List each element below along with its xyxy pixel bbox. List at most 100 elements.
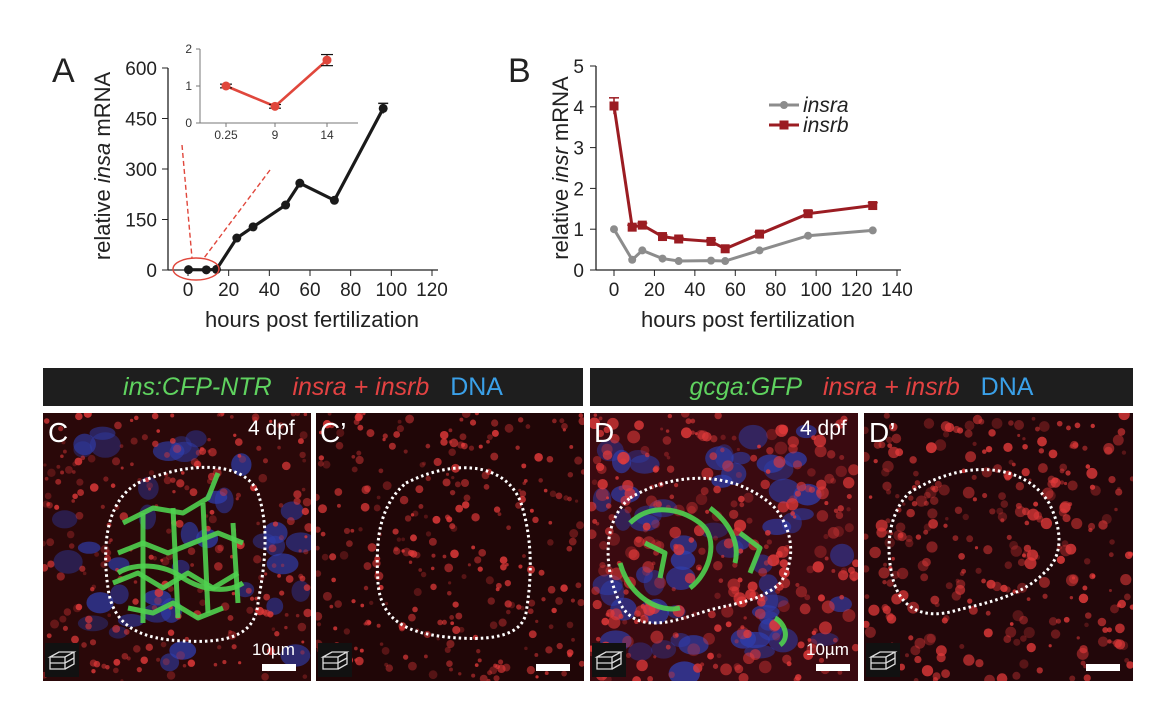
red-signal bbox=[816, 489, 821, 494]
red-signal bbox=[1028, 478, 1032, 482]
nucleus bbox=[110, 584, 129, 605]
red-signal bbox=[914, 655, 922, 664]
red-signal bbox=[71, 635, 79, 644]
red-signal bbox=[170, 477, 176, 483]
red-signal bbox=[1097, 617, 1107, 627]
red-signal bbox=[107, 613, 111, 618]
nucleus bbox=[160, 653, 180, 672]
red-signal bbox=[758, 567, 768, 577]
red-signal bbox=[998, 492, 1006, 500]
red-signal bbox=[934, 439, 947, 451]
red-signal bbox=[713, 561, 723, 571]
red-signal bbox=[43, 418, 50, 424]
red-signal bbox=[430, 583, 437, 591]
red-signal bbox=[516, 604, 522, 610]
red-signal bbox=[141, 434, 148, 441]
red-signal bbox=[908, 635, 914, 641]
red-signal bbox=[408, 613, 416, 622]
red-signal bbox=[113, 667, 119, 674]
red-signal bbox=[1005, 626, 1017, 638]
nucleus bbox=[73, 441, 93, 458]
red-signal bbox=[448, 448, 456, 456]
red-signal bbox=[199, 599, 206, 607]
red-signal bbox=[816, 488, 825, 498]
red-signal bbox=[627, 430, 641, 444]
red-signal bbox=[419, 462, 426, 468]
red-signal bbox=[298, 549, 302, 553]
red-signal bbox=[1004, 561, 1013, 569]
red-signal bbox=[1074, 422, 1081, 429]
red-signal bbox=[596, 429, 605, 438]
red-signal bbox=[1006, 534, 1012, 540]
red-signal bbox=[571, 637, 575, 642]
red-signal bbox=[555, 597, 563, 605]
nucleus bbox=[86, 592, 114, 614]
red-signal bbox=[46, 538, 55, 547]
y-tick-label: 1 bbox=[573, 220, 584, 241]
x-tick-label: 100 bbox=[800, 280, 832, 301]
red-signal bbox=[50, 619, 60, 629]
red-signal bbox=[975, 659, 984, 668]
red-signal bbox=[300, 650, 305, 655]
x-tick-label: 80 bbox=[765, 280, 786, 301]
red-signal bbox=[804, 594, 811, 601]
red-signal bbox=[842, 476, 855, 489]
red-signal bbox=[878, 567, 890, 579]
red-signal bbox=[690, 430, 695, 435]
nucleus bbox=[118, 613, 145, 628]
red-signal bbox=[351, 454, 356, 459]
red-signal bbox=[302, 458, 307, 463]
red-signal bbox=[1033, 511, 1042, 520]
red-signal bbox=[304, 523, 311, 532]
red-signal bbox=[284, 625, 288, 630]
red-signal bbox=[556, 642, 563, 650]
red-signal bbox=[61, 440, 66, 445]
red-signal bbox=[926, 541, 938, 553]
red-signal bbox=[911, 500, 918, 507]
red-signal bbox=[561, 423, 568, 430]
red-signal bbox=[366, 429, 375, 438]
red-signal bbox=[506, 525, 511, 531]
red-signal bbox=[425, 475, 431, 482]
red-signal bbox=[743, 629, 752, 639]
red-signal bbox=[964, 420, 975, 431]
header-right-red: insra + insrb bbox=[822, 372, 960, 401]
red-signal bbox=[195, 449, 202, 456]
red-signal bbox=[777, 501, 789, 513]
red-signal bbox=[940, 421, 952, 432]
red-signal bbox=[578, 413, 584, 418]
red-signal bbox=[266, 647, 275, 656]
red-signal bbox=[795, 582, 800, 588]
inset-x-tick-label: 0.25 bbox=[214, 128, 238, 142]
red-signal bbox=[837, 505, 844, 512]
red-signal bbox=[869, 546, 881, 559]
red-signal bbox=[412, 606, 418, 613]
red-signal bbox=[578, 417, 584, 426]
red-signal bbox=[927, 508, 938, 519]
red-signal bbox=[169, 437, 176, 444]
red-signal bbox=[279, 590, 285, 596]
red-signal bbox=[166, 671, 176, 680]
red-signal bbox=[216, 413, 220, 417]
red-signal bbox=[489, 666, 498, 675]
red-signal bbox=[945, 517, 949, 521]
red-signal bbox=[382, 481, 392, 491]
red-signal bbox=[745, 589, 756, 601]
islet-outline bbox=[375, 466, 532, 640]
red-signal bbox=[246, 606, 254, 614]
red-signal bbox=[295, 413, 301, 416]
red-signal bbox=[549, 490, 557, 498]
y-tick-label: 2 bbox=[573, 179, 584, 200]
red-signal bbox=[297, 622, 307, 632]
red-signal bbox=[384, 662, 389, 667]
red-signal bbox=[1111, 640, 1115, 645]
red-signal bbox=[1063, 481, 1068, 486]
red-signal bbox=[235, 497, 239, 501]
red-signal bbox=[766, 447, 774, 455]
red-signal bbox=[1020, 635, 1027, 642]
red-signal bbox=[302, 674, 308, 679]
red-signal bbox=[698, 547, 706, 555]
red-signal bbox=[120, 466, 124, 470]
red-signal bbox=[1090, 423, 1095, 429]
red-signal bbox=[207, 437, 211, 442]
